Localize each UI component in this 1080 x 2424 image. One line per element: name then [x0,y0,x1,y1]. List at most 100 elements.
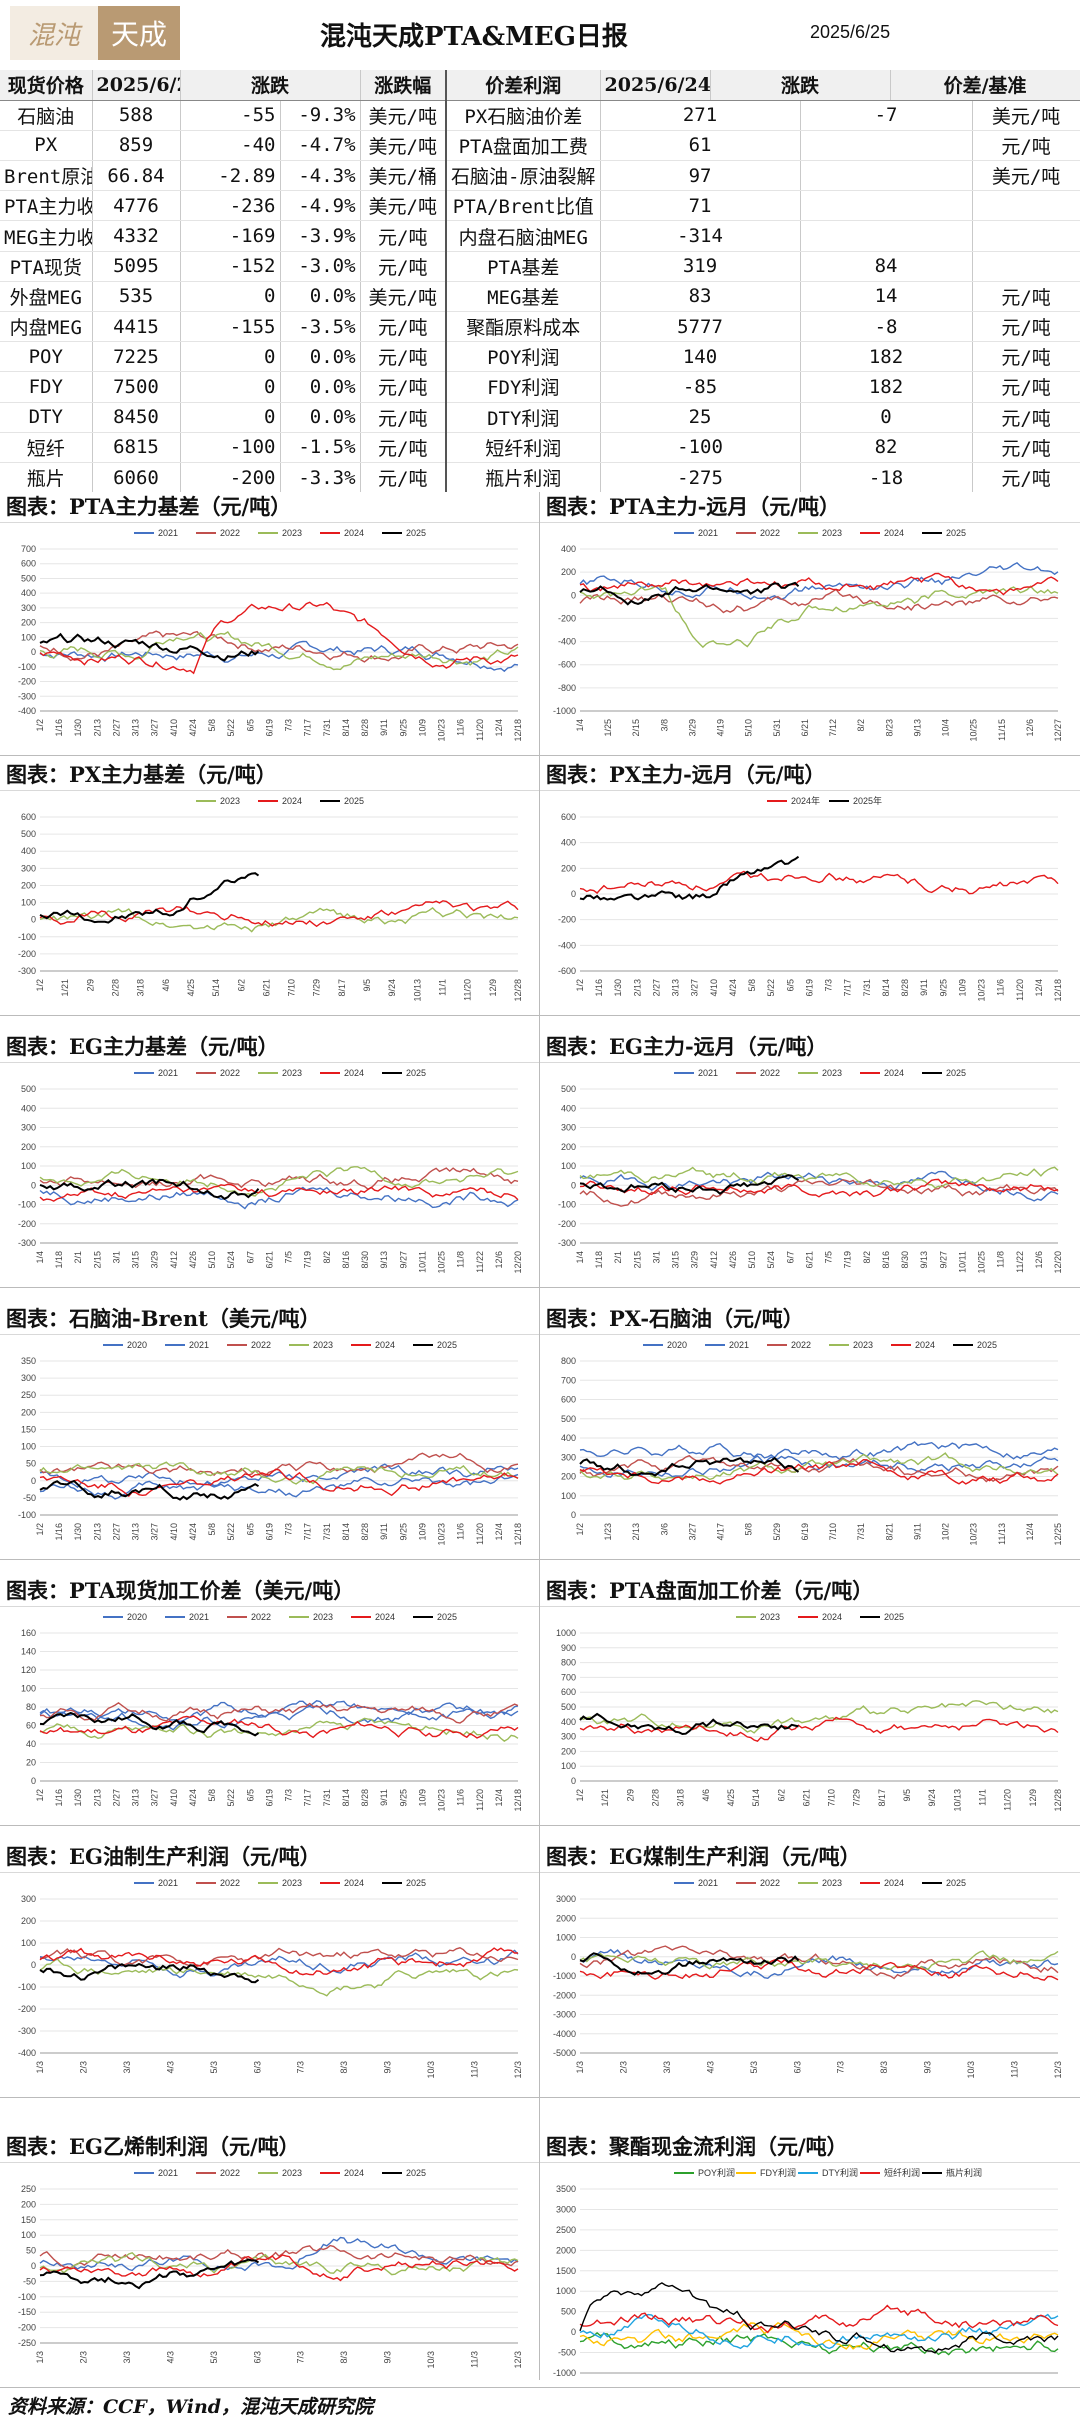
chart-caption: 图表：PTA盘面加工价差（元/吨） [546,1578,874,1603]
table-cell [800,160,973,192]
y-tick-label: 800 [561,1658,576,1668]
chart-caption: 图表：PX主力-远月（元/吨） [546,762,826,787]
y-tick-label: -3000 [553,2010,576,2020]
legend-label: 2023 [822,528,842,538]
x-tick-label: 8/28 [900,979,910,997]
chart-panel-c3: 图表：PX主力基差（元/吨） 2023 2024 2025 600 500 400 300 20… [0,760,540,1016]
x-tick-label: 7/31 [856,1523,866,1541]
x-tick-label: 11/6 [456,719,466,736]
x-tick-label: 6/21 [261,979,271,997]
series-line-2020 [39,1473,519,1500]
y-tick-label: 100 [21,1161,36,1171]
chart-area: 2023 2024 2025 1000 900 800 700 600 500 400 300 200… [540,1606,1080,1826]
table-cell: 元/吨 [360,402,448,433]
x-tick-label: 6/7 [785,1251,795,1264]
chart-svg: 2023 2024 20251000900800700600500400300200… [556,1612,1063,1812]
x-tick-label: 1/21 [60,979,70,997]
x-tick-label: 5/3 [749,2061,759,2074]
x-tick-label: 10/23 [437,1523,447,1546]
x-tick-label: 10/23 [969,1523,979,1546]
series-line-2025 [39,1962,260,1984]
y-tick-label: 700 [561,1672,576,1682]
legend-label: FDY利润 [760,2167,796,2178]
table-cell: 元/吨 [972,341,1080,373]
table-cell: 元/吨 [360,220,448,252]
legend-label: 2021 [698,1068,718,1078]
table-cell: 元/吨 [972,311,1080,343]
x-tick-label: 5/22 [766,979,776,997]
y-tick-label: 300 [21,863,36,873]
x-tick-label: 9/11 [379,1523,389,1540]
legend-label: 2022 [220,1878,240,1888]
chart-panel-c14: 图表：聚酯现金流利润（元/吨） POY利润 FDY利润 DTY利润 短纤利润 瓶片利润 35… [540,2132,1080,2388]
series-line-2021 [39,1186,519,1210]
table-cell: -100 [600,432,801,463]
y-tick-label: 400 [21,846,36,856]
y-tick-label: 0 [571,590,576,600]
x-tick-label: 5/22 [226,1523,236,1541]
series-line-2025 [39,632,260,662]
y-tick-label: 160 [21,1628,36,1638]
table-cell: -9.3% [280,100,361,131]
y-tick-label: 400 [561,838,576,848]
x-tick-label: 5/24 [766,1251,776,1269]
legend-label: 2023 [822,1878,842,1888]
y-tick-label: 500 [21,829,36,839]
x-tick-label: 8/14 [881,979,891,997]
y-tick-label: 100 [561,1161,576,1171]
y-tick-label: -400 [558,940,576,950]
y-tick-label: 700 [21,544,36,554]
chart-panel-c4: 图表：PX主力-远月（元/吨） 2024年 2025年 600 400 200 0 -200 -… [540,760,1080,1016]
legend-label: 瓶片利润 [946,2167,982,2178]
series-line-2023 [579,1166,1059,1189]
series-line-2021 [579,1455,1059,1478]
table-cell: 25 [600,402,801,433]
x-tick-label: 8/2 [322,1251,332,1264]
chart-area: POY利润 FDY利润 DTY利润 短纤利润 瓶片利润 3500 3000 2500 2000 1… [540,2162,1080,2388]
table-cell [800,190,973,222]
x-tick-label: 8/14 [341,1789,351,1807]
chart-caption: 图表：石脑油-Brent（美元/吨） [6,1306,321,1331]
series-line-2025 [579,1712,799,1736]
table-cell: MEG基差 [446,281,601,313]
y-tick-label: -150 [18,2307,36,2317]
x-tick-label: 6/5 [245,1789,255,1802]
table-row: FDY 7500 0 0.0% 元/吨 FDY利润 -85 182 元/吨 [0,371,1080,403]
table-cell: 美元/吨 [360,100,448,131]
table-cell: 4332 [92,220,181,252]
table-cell: 元/吨 [972,371,1080,403]
table-cell: 319 [600,251,801,282]
chart-svg: 2021 2022 2023 2024 2025 500 400 300 200 100 0 -100… [558,1068,1063,1274]
x-tick-label: 6/21 [264,1251,274,1269]
x-tick-label: 9/11 [919,979,929,996]
table-cell: 聚酯原料成本 [446,311,601,343]
chart-caption: 图表：PX主力基差（元/吨） [6,762,277,787]
table-header-cell: 涨跌 [710,70,891,101]
y-tick-label: -200 [18,677,36,687]
x-tick-label: 3/27 [690,979,700,997]
table-cell: PX [0,130,93,162]
x-tick-label: 5/31 [772,719,782,737]
x-tick-label: 11/20 [463,979,473,1001]
table-cell: 5777 [600,311,801,343]
table-cell: 535 [92,281,181,313]
x-tick-label: 2/13 [92,719,102,737]
x-tick-label: 2/9 [85,979,95,992]
y-tick-label: 200 [561,1746,576,1756]
legend-label: 2025年 [853,795,882,806]
series-line-2025 [39,2258,260,2290]
y-tick-label: 500 [561,1084,576,1094]
chart-svg: 2020 2021 2022 2023 2024 2025 350 300 250 200 150 1… [18,1340,523,1546]
table-cell: 瓶片 [0,462,93,494]
y-tick-label: 0 [31,1476,36,1486]
chart-caption: 图表：PTA现货加工价差（美元/吨） [6,1578,355,1603]
y-tick-label: -600 [558,966,576,976]
x-tick-label: 7/17 [843,979,853,997]
chart-area: 2021 2022 2023 2024 2025 300 200 100 0 -100 -200 -3… [0,1872,540,2098]
table-cell: 0.0% [280,281,361,313]
legend-label: 2020 [667,1340,687,1350]
table-cell: 0 [180,341,281,373]
x-tick-label: 2/28 [110,979,120,997]
table-cell: 84 [800,251,973,282]
